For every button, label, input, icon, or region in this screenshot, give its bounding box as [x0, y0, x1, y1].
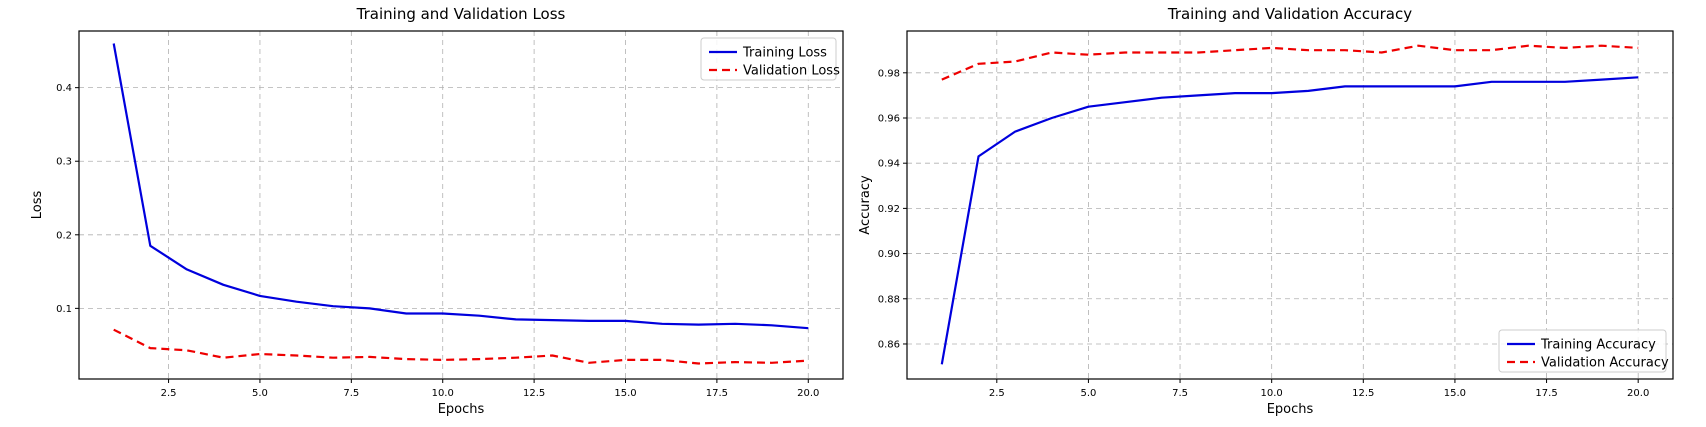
- legend-label: Training Loss: [742, 46, 827, 61]
- y-tick-label: 0.98: [878, 68, 900, 79]
- chart-title: Training and Validation Loss: [356, 5, 566, 23]
- x-tick-label: 20.0: [1627, 388, 1649, 399]
- x-tick-label: 17.5: [706, 388, 728, 399]
- x-tick-label: 12.5: [523, 388, 545, 399]
- x-tick-label: 5.0: [1080, 388, 1096, 399]
- x-tick-label: 7.5: [343, 388, 359, 399]
- x-axis-label: Epochs: [1267, 402, 1314, 417]
- x-axis-label: Epochs: [438, 402, 485, 417]
- series-line-validation: [941, 44, 1639, 81]
- x-tick-label: 12.5: [1352, 388, 1374, 399]
- accuracy-plot: 2.5 5.0 7.5 10.0 12.5 15.0 17.5 20.0 0.86 0.88 0.9…: [858, 5, 1674, 417]
- x-tick-label: 20.0: [797, 388, 819, 399]
- legend-label: Validation Loss: [743, 64, 840, 79]
- x-tick-label: 7.5: [1172, 388, 1188, 399]
- series-line-training: [940, 76, 1639, 365]
- x-tick-label: 5.0: [252, 388, 268, 399]
- x-tick-label: 2.5: [161, 388, 177, 399]
- y-tick-label: 0.4: [56, 83, 72, 94]
- series-line-training: [112, 43, 809, 330]
- legend-label: Validation Accuracy: [1541, 356, 1669, 371]
- legend-label: Training Accuracy: [1540, 338, 1656, 353]
- x-tick-label: 10.0: [432, 388, 454, 399]
- y-tick-label: 0.94: [878, 159, 900, 170]
- x-tick-label: 17.5: [1535, 388, 1557, 399]
- legend: Training Accuracy Validation Accuracy: [1498, 329, 1669, 373]
- axes-frame: [78, 30, 844, 380]
- x-tick-label: 2.5: [989, 388, 1005, 399]
- y-tick-label: 0.2: [56, 230, 72, 241]
- legend: Training Loss Validation Loss: [700, 37, 840, 81]
- y-tick-label: 0.1: [56, 304, 72, 315]
- axes-frame: [906, 30, 1674, 380]
- series-line-validation: [113, 328, 809, 365]
- legend-box: [1498, 329, 1667, 373]
- y-tick-label: 0.90: [878, 249, 900, 260]
- y-tick-label: 0.86: [878, 339, 900, 350]
- y-tick-label: 0.3: [56, 157, 72, 168]
- x-tick-label: 10.0: [1261, 388, 1283, 399]
- y-tick-label: 0.92: [878, 204, 900, 215]
- y-tick-label: 0.88: [878, 294, 900, 305]
- y-tick-label: 0.96: [878, 114, 900, 125]
- chart-title: Training and Validation Accuracy: [1167, 5, 1412, 23]
- x-tick-label: 15.0: [1444, 388, 1466, 399]
- legend-box: [700, 37, 837, 81]
- loss-plot: 2.5 5.0 7.5 10.0 12.5 15.0 17.5 20.0 0.1 0.2 0.3 0.…: [30, 5, 844, 417]
- y-axis-label: Accuracy: [858, 175, 873, 235]
- y-axis-label: Loss: [30, 191, 45, 220]
- x-tick-label: 15.0: [614, 388, 636, 399]
